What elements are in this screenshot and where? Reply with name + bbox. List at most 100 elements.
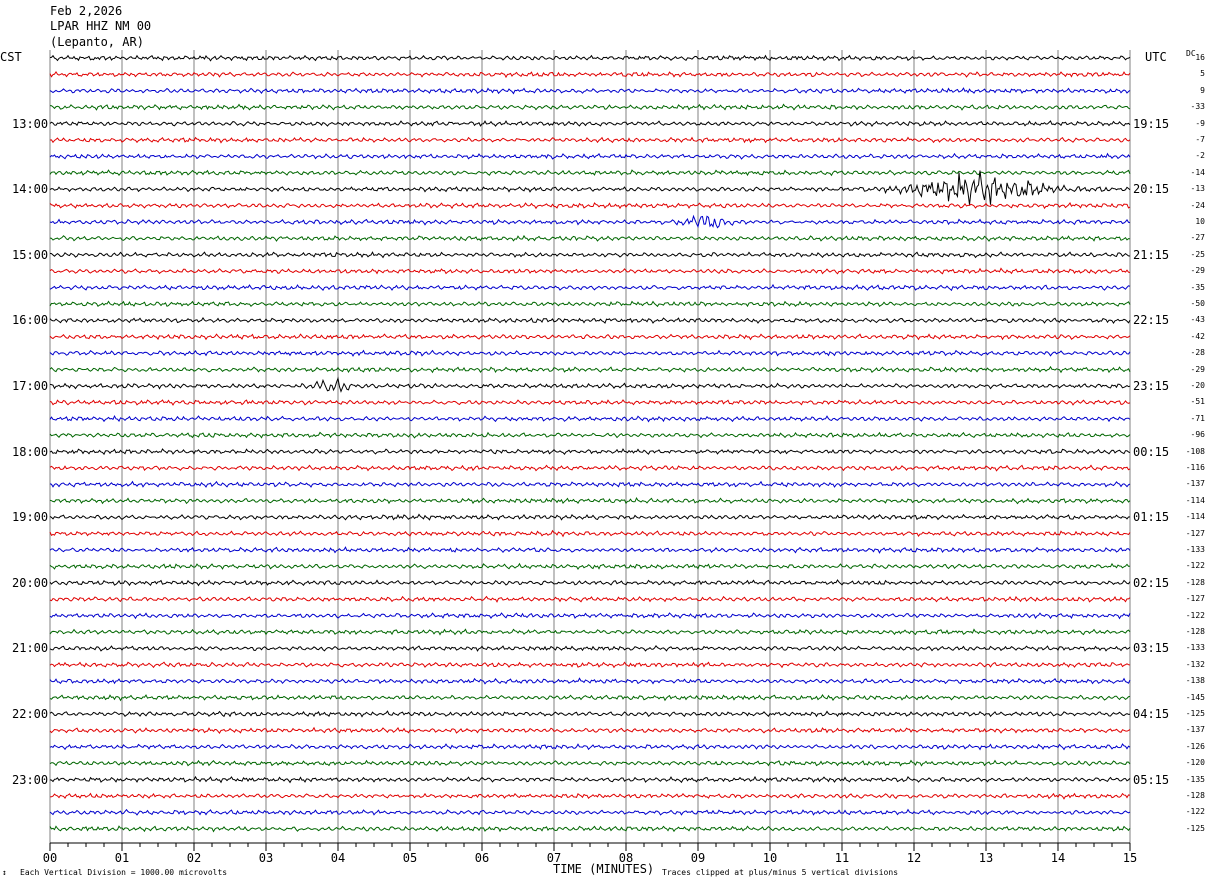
dc-offset-label: -125	[1185, 823, 1205, 833]
x-tick-label: 13	[979, 851, 993, 865]
x-tick-label: 03	[259, 851, 273, 865]
dc-offset-label: -137	[1185, 725, 1205, 735]
trace-row-20	[49, 376, 1131, 393]
dc-offset-label: -29	[1190, 364, 1205, 374]
trace-row-8	[49, 170, 1131, 205]
right-hour-label: 22:15	[1133, 313, 1170, 328]
dc-offset-label: -43	[1190, 315, 1205, 325]
dc-offset-label: -28	[1190, 348, 1205, 358]
dc-offset-label: -29	[1190, 266, 1205, 276]
dc-offset-label: 5	[1200, 69, 1205, 79]
dc-offset-label: -96	[1190, 430, 1205, 440]
dc-offset-label: -133	[1185, 643, 1205, 653]
header-date: Feb 2,2026	[50, 4, 123, 18]
trace-row-29	[49, 529, 1131, 538]
dc-offset-label: 16	[1195, 53, 1205, 62]
right-hour-label: 01:15	[1133, 510, 1170, 525]
dc-offset-label: -42	[1190, 331, 1205, 341]
dc-label: DC	[1186, 49, 1196, 58]
trace-row-28	[49, 513, 1131, 521]
right-hour-label: 21:15	[1133, 247, 1170, 262]
x-tick-label: 11	[835, 851, 849, 865]
trace-row-32	[49, 579, 1131, 587]
trace-row-5	[49, 136, 1131, 144]
trace-row-6	[49, 152, 1131, 160]
dc-offset-label: -50	[1190, 299, 1205, 308]
x-tick-label: 04	[331, 851, 345, 865]
trace-row-18	[49, 349, 1131, 357]
dc-offset-label: -122	[1185, 807, 1205, 817]
trace-row-0	[49, 54, 1131, 62]
dc-offset-label: -114	[1185, 512, 1205, 522]
trace-row-45	[49, 792, 1131, 800]
trace-row-25	[49, 464, 1131, 472]
x-tick-label: 09	[691, 851, 705, 865]
corner-mark: ↕	[2, 868, 7, 877]
dc-offset-label: -125	[1185, 709, 1205, 718]
dc-offset-label: -13	[1190, 184, 1205, 194]
trace-row-31	[49, 562, 1131, 570]
trace-row-3	[49, 103, 1131, 111]
dc-offset-label: -120	[1185, 758, 1205, 768]
trace-row-26	[49, 480, 1131, 488]
right-hour-label: 20:15	[1133, 182, 1170, 197]
trace-row-14	[49, 283, 1131, 292]
dc-offset-label: -128	[1185, 577, 1205, 587]
dc-offset-label: -71	[1190, 413, 1205, 423]
trace-row-42	[49, 743, 1131, 751]
dc-offset-label: -20	[1190, 381, 1205, 390]
trace-row-37	[49, 661, 1131, 669]
dc-offset-label: -108	[1185, 446, 1205, 456]
x-tick-label: 02	[187, 851, 201, 865]
dc-offset-label: -128	[1185, 791, 1205, 800]
trace-row-4	[49, 120, 1131, 128]
dc-offset-label: -128	[1185, 627, 1205, 636]
left-hour-label: 14:00	[12, 182, 49, 197]
seismic-traces	[49, 54, 1131, 833]
dc-offset-label: -133	[1185, 545, 1205, 554]
x-tick-label: 07	[547, 851, 561, 865]
trace-row-39	[49, 694, 1131, 702]
left-hour-label: 15:00	[12, 247, 49, 262]
trace-row-9	[49, 202, 1131, 210]
grid-lines	[49, 50, 1131, 843]
x-tick-label: 12	[907, 851, 921, 865]
trace-row-1	[49, 70, 1131, 79]
dc-offset-label: -51	[1190, 397, 1205, 407]
right-hour-label: 23:15	[1133, 379, 1170, 393]
trace-row-47	[49, 825, 1131, 833]
right-hour-label: 00:15	[1133, 444, 1170, 459]
trace-row-41	[49, 726, 1131, 734]
trace-row-15	[49, 300, 1131, 308]
dc-offset-label: -122	[1185, 610, 1205, 620]
dc-offset-label: -25	[1190, 249, 1205, 259]
left-hour-label: 18:00	[12, 444, 49, 459]
dc-offset-label: -145	[1185, 692, 1205, 702]
right-hour-label: 19:15	[1133, 116, 1170, 131]
trace-row-16	[49, 317, 1131, 325]
clip-note: Traces clipped at plus/minus 5 vertical …	[662, 868, 899, 877]
header-station: LPAR HHZ NM 00	[50, 19, 152, 33]
dc-offset-label: -7	[1195, 135, 1205, 144]
x-tick-label: 10	[763, 851, 777, 865]
x-tick-label: 05	[403, 851, 417, 865]
trace-row-30	[49, 546, 1131, 554]
scale-note: Each Vertical Division = 1000.00 microvo…	[20, 868, 228, 877]
trace-row-22	[49, 414, 1131, 423]
trace-row-23	[49, 431, 1131, 439]
left-hour-label: 22:00	[12, 707, 49, 721]
dc-offset-label: -138	[1185, 676, 1205, 686]
trace-row-40	[49, 710, 1131, 718]
time-axis: 00 01 02 03 04 05 06 07 08 09 10 11 12 13 14 15	[43, 842, 1137, 865]
x-tick-label: 01	[115, 851, 129, 865]
trace-row-33	[49, 595, 1131, 603]
trace-row-19	[49, 365, 1131, 374]
trace-row-10	[49, 214, 1131, 229]
left-timezone-label: CST	[0, 50, 22, 64]
left-hour-label: 20:00	[12, 575, 49, 590]
header-location: (Lepanto, AR)	[50, 35, 144, 49]
x-tick-label: 14	[1051, 851, 1065, 865]
trace-row-7	[49, 169, 1131, 177]
dc-offset-label: -127	[1185, 594, 1205, 604]
